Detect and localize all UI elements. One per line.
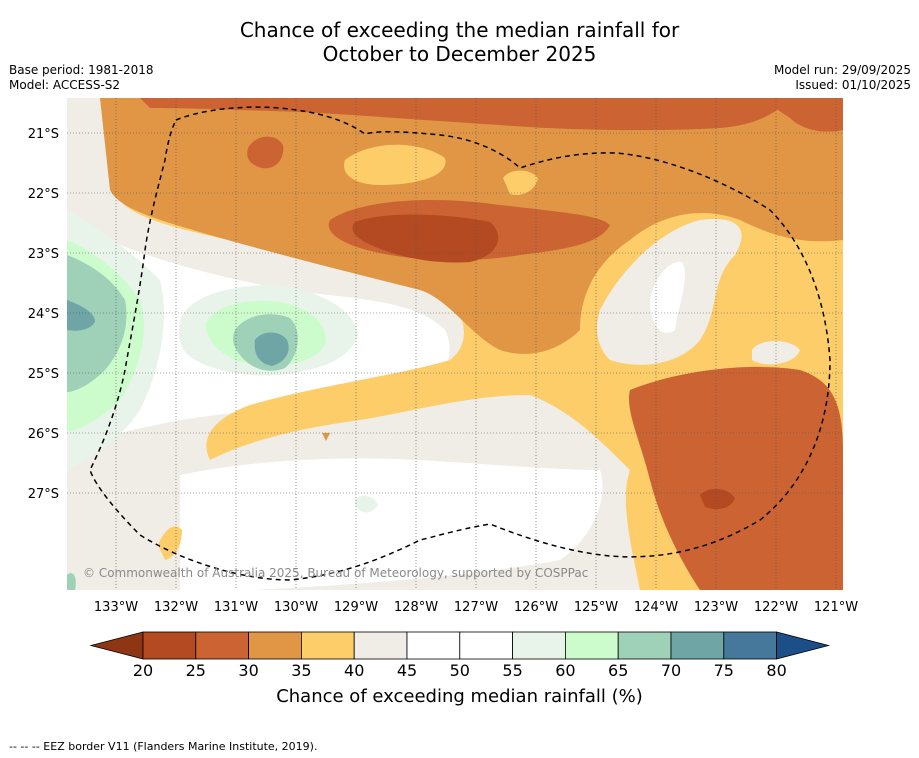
colorbar-segment bbox=[353, 631, 408, 660]
lat-label: 25°S bbox=[28, 367, 59, 382]
colorbar-tick-label: 75 bbox=[714, 661, 734, 680]
field-green-dark-west bbox=[67, 300, 95, 331]
colorbar-segment bbox=[300, 631, 355, 660]
colorbar-segment bbox=[617, 631, 672, 660]
rainfall-field bbox=[67, 98, 843, 590]
field-yellow-dot bbox=[322, 433, 330, 441]
colorbar: 20 25 30 35 40 45 50 55 60 65 70 75 80 bbox=[89, 631, 831, 680]
meta-left: Base period: 1981-2018 Model: ACCESS-S2 bbox=[9, 63, 154, 93]
field-darkred-core bbox=[352, 214, 499, 263]
lon-label: 122°W bbox=[754, 600, 798, 615]
field-red-north-east bbox=[760, 98, 843, 132]
colorbar-segment bbox=[512, 631, 566, 660]
colorbar-tick-label: 70 bbox=[661, 661, 681, 680]
colorbar-tick-label: 40 bbox=[344, 661, 364, 680]
colorbar-tick-label: 60 bbox=[555, 661, 575, 680]
copyright-text: © Commonwealth of Australia 2025, Bureau… bbox=[83, 566, 588, 580]
issued-text: Issued: 01/10/2025 bbox=[795, 78, 911, 92]
colorbar-extension-high bbox=[776, 631, 831, 660]
lon-label: 127°W bbox=[454, 600, 498, 615]
colorbar-segment bbox=[142, 631, 197, 660]
field-green-pale-small bbox=[355, 495, 378, 513]
colorbar-tick-label: 55 bbox=[502, 661, 522, 680]
lon-label: 121°W bbox=[814, 600, 858, 615]
colorbar-tick-label: 35 bbox=[291, 661, 311, 680]
lat-label: 26°S bbox=[28, 427, 59, 442]
field-red-east bbox=[629, 366, 843, 590]
chart-title: Chance of exceeding the median rainfall … bbox=[0, 18, 919, 66]
title-line-1: Chance of exceeding the median rainfall … bbox=[239, 18, 680, 42]
lat-label: 21°S bbox=[28, 127, 59, 142]
latitude-labels: 21°S 22°S 23°S 24°S 25°S 26°S 27°S bbox=[28, 127, 59, 502]
colorbar-segment bbox=[248, 631, 302, 660]
colorbar-tick-label: 30 bbox=[238, 661, 258, 680]
colorbar-label: Chance of exceeding median rainfall (%) bbox=[276, 686, 643, 707]
colorbar-tick-label: 80 bbox=[766, 661, 786, 680]
colorbar-segment bbox=[406, 631, 461, 660]
colorbar-tick-label: 25 bbox=[186, 661, 206, 680]
lat-label: 22°S bbox=[28, 187, 59, 202]
title-line-2: October to December 2025 bbox=[322, 42, 597, 66]
meta-right: Model run: 29/09/2025 Issued: 01/10/2025 bbox=[774, 63, 911, 93]
field-green-mid-west bbox=[67, 255, 127, 392]
lat-label: 24°S bbox=[28, 307, 59, 322]
field-south-white bbox=[180, 458, 603, 590]
model-text: Model: ACCESS-S2 bbox=[9, 78, 121, 92]
colorbar-segment bbox=[565, 631, 619, 660]
colorbar-extension-low bbox=[89, 631, 144, 660]
colorbar-tick-label: 20 bbox=[133, 661, 153, 680]
eez-border bbox=[89, 106, 831, 581]
lat-label: 27°S bbox=[28, 487, 59, 502]
colorbar-tick-label: 45 bbox=[397, 661, 417, 680]
lon-label: 132°W bbox=[154, 600, 198, 615]
field-yellow-pocket bbox=[344, 144, 446, 185]
field-grey-small-east bbox=[752, 341, 800, 365]
lon-label: 129°W bbox=[334, 600, 378, 615]
lon-label: 123°W bbox=[694, 600, 738, 615]
longitude-labels: 133°W 132°W 131°W 130°W 129°W 128°W 127°… bbox=[94, 600, 858, 615]
lon-label: 126°W bbox=[514, 600, 558, 615]
lon-label: 128°W bbox=[394, 600, 438, 615]
model-run-text: Model run: 29/09/2025 bbox=[773, 63, 911, 77]
field-white-east bbox=[650, 261, 685, 333]
field-green-bottom-left bbox=[67, 573, 76, 590]
gridlines bbox=[67, 98, 843, 590]
lat-label: 23°S bbox=[28, 247, 59, 262]
colorbar-segment bbox=[195, 631, 250, 660]
colorbar-segment bbox=[670, 631, 725, 660]
lon-label: 131°W bbox=[214, 600, 258, 615]
field-green-dark-center bbox=[254, 332, 289, 366]
base-period-text: Base period: 1981-2018 bbox=[9, 63, 154, 77]
colorbar-tick-label: 65 bbox=[608, 661, 628, 680]
lon-label: 133°W bbox=[94, 600, 138, 615]
field-yellow-east-blob bbox=[503, 170, 538, 196]
colorbar-tick-label: 50 bbox=[450, 661, 470, 680]
lon-label: 124°W bbox=[634, 600, 678, 615]
lon-label: 130°W bbox=[274, 600, 318, 615]
field-red-north bbox=[140, 98, 790, 131]
field-red-small bbox=[247, 136, 284, 169]
eez-legend-text: -- -- -- EEZ border V11 (Flanders Marine… bbox=[9, 740, 318, 753]
field-darkred-east bbox=[700, 488, 735, 510]
colorbar-segment bbox=[723, 631, 777, 660]
colorbar-segment bbox=[459, 631, 513, 660]
lon-label: 125°W bbox=[574, 600, 618, 615]
